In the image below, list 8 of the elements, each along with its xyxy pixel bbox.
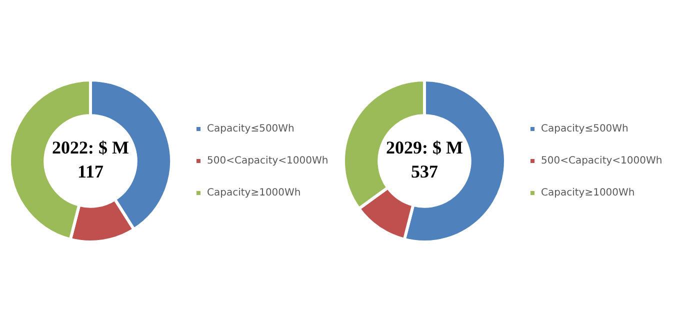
text: 2022: $ M 117 <box>52 138 129 182</box>
text: 2029: $ M 537 <box>386 138 463 182</box>
legend-label: Capacity≤500Wh <box>207 124 294 135</box>
legend-label: 500<Capacity<1000Wh <box>207 156 328 167</box>
legend-label: Capacity≥1000Wh <box>207 188 301 199</box>
legend-label: Capacity≤500Wh <box>541 124 628 135</box>
legend-label: 500<Capacity<1000Wh <box>541 156 662 167</box>
legend-label: Capacity≥1000Wh <box>541 188 635 199</box>
